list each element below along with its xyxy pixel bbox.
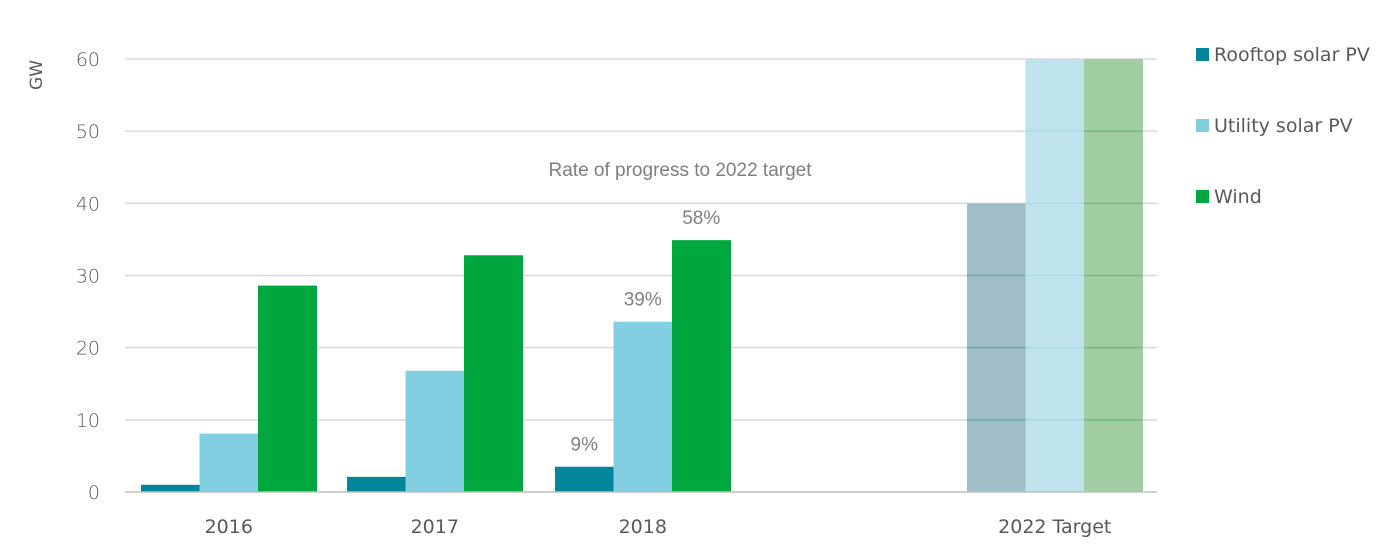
bar-utility-solar-pv-2016 <box>199 433 259 492</box>
y-axis-ticks: 0 10 20 30 40 50 60 <box>76 49 100 504</box>
chart-annotation: Rate of progress to 2022 target <box>549 160 813 181</box>
bar-rooftop-solar-pv-2017 <box>347 476 406 492</box>
y-tick-label: 50 <box>76 121 100 143</box>
legend: Rooftop solar PV Utility solar PV Wind <box>1196 44 1370 208</box>
legend-swatch-wind <box>1196 190 1209 203</box>
data-labels: 9% 39% 58% <box>571 208 721 456</box>
y-tick-label: 10 <box>76 410 100 432</box>
legend-swatch-rooftop-solar-pv <box>1196 48 1209 61</box>
legend-label-utility-solar-pv: Utility solar PV <box>1214 115 1353 137</box>
bar-wind-2018 <box>672 240 731 492</box>
y-tick-label: 40 <box>76 193 100 215</box>
x-axis-categories: 2016 2017 2018 2022 Target <box>205 516 1112 538</box>
x-category-label: 2017 <box>411 516 459 538</box>
x-category-label: 2022 Target <box>998 516 1111 538</box>
y-tick-label: 0 <box>88 482 100 504</box>
bar-wind-2017 <box>464 255 523 492</box>
legend-label-rooftop-solar-pv: Rooftop solar PV <box>1214 44 1370 66</box>
legend-label-wind: Wind <box>1214 186 1262 208</box>
bar-utility-solar-pv-2022-target <box>1025 59 1085 492</box>
data-label-rooftop-solar-pv: 9% <box>571 435 599 456</box>
bar-wind-2016 <box>258 285 317 492</box>
bar-rooftop-solar-pv-2018 <box>555 466 614 492</box>
y-tick-label: 20 <box>76 338 100 360</box>
x-category-label: 2018 <box>619 516 667 538</box>
legend-swatch-utility-solar-pv <box>1196 119 1209 132</box>
data-label-wind: 58% <box>682 208 720 229</box>
data-label-utility-solar-pv: 39% <box>624 290 662 311</box>
bars <box>141 59 1143 493</box>
y-tick-label: 30 <box>76 266 100 288</box>
bar-rooftop-solar-pv-2022-target <box>967 203 1026 493</box>
bar-utility-solar-pv-2017 <box>405 370 465 492</box>
target-overlay-gridlines <box>967 130 1143 421</box>
bar-wind-2022-target <box>1084 59 1143 492</box>
bar-rooftop-solar-pv-2016 <box>141 484 200 492</box>
bar-utility-solar-pv-2018 <box>613 321 673 492</box>
y-tick-label: 60 <box>76 49 100 71</box>
y-axis-label: GW <box>27 60 47 90</box>
x-category-label: 2016 <box>205 516 253 538</box>
